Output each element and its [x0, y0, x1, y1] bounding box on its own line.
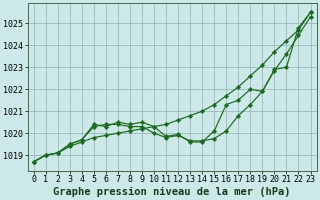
X-axis label: Graphe pression niveau de la mer (hPa): Graphe pression niveau de la mer (hPa) [53, 186, 291, 197]
